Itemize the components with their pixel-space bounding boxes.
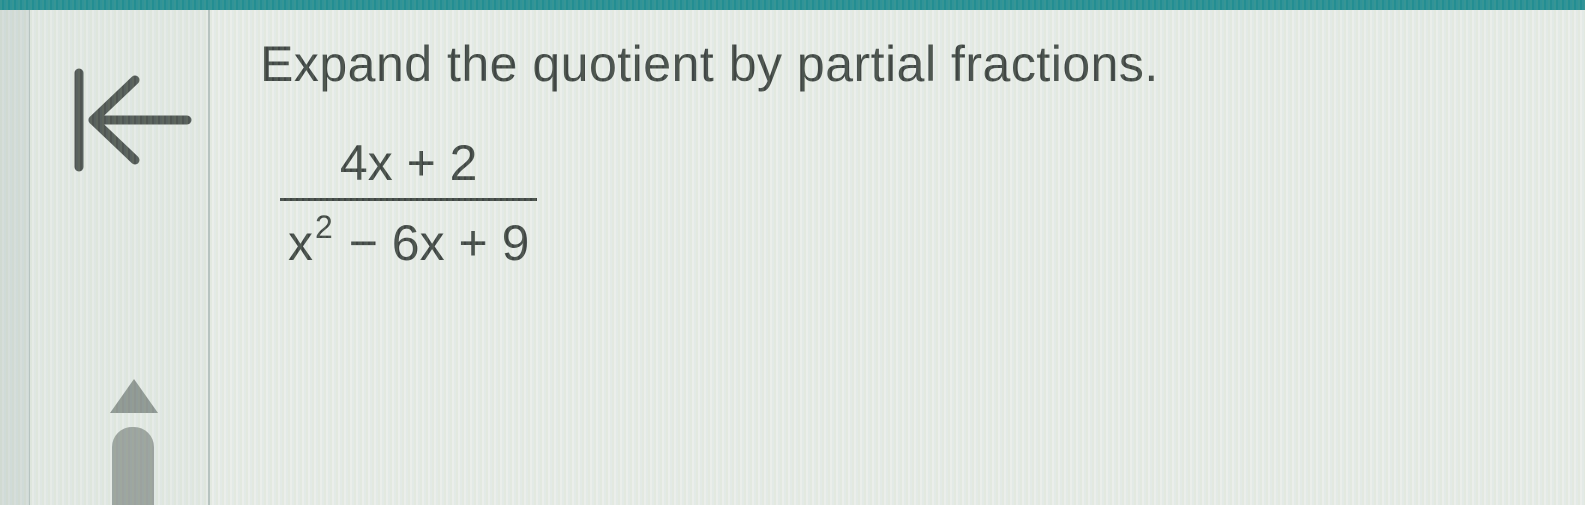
denom-exponent: 2 [315, 209, 333, 245]
math-fraction: 4x + 2 x2 − 6x + 9 [280, 134, 537, 272]
scroll-thumb[interactable] [112, 427, 154, 505]
left-gutter [0, 10, 30, 505]
denom-base: x [288, 215, 313, 271]
triangle-up-icon [106, 375, 162, 417]
question-prompt: Expand the quotient by partial fractions… [260, 34, 1545, 94]
nav-column [30, 10, 210, 505]
fraction-numerator: 4x + 2 [280, 134, 537, 198]
question-content: Expand the quotient by partial fractions… [210, 10, 1585, 505]
fraction-denominator: x2 − 6x + 9 [280, 201, 537, 272]
scroll-up-button[interactable] [106, 375, 162, 417]
arrow-bar-left-icon [65, 65, 195, 175]
window-topbar [0, 0, 1585, 10]
back-arrow-button[interactable] [65, 65, 195, 175]
denom-rest: − 6x + 9 [335, 215, 530, 271]
